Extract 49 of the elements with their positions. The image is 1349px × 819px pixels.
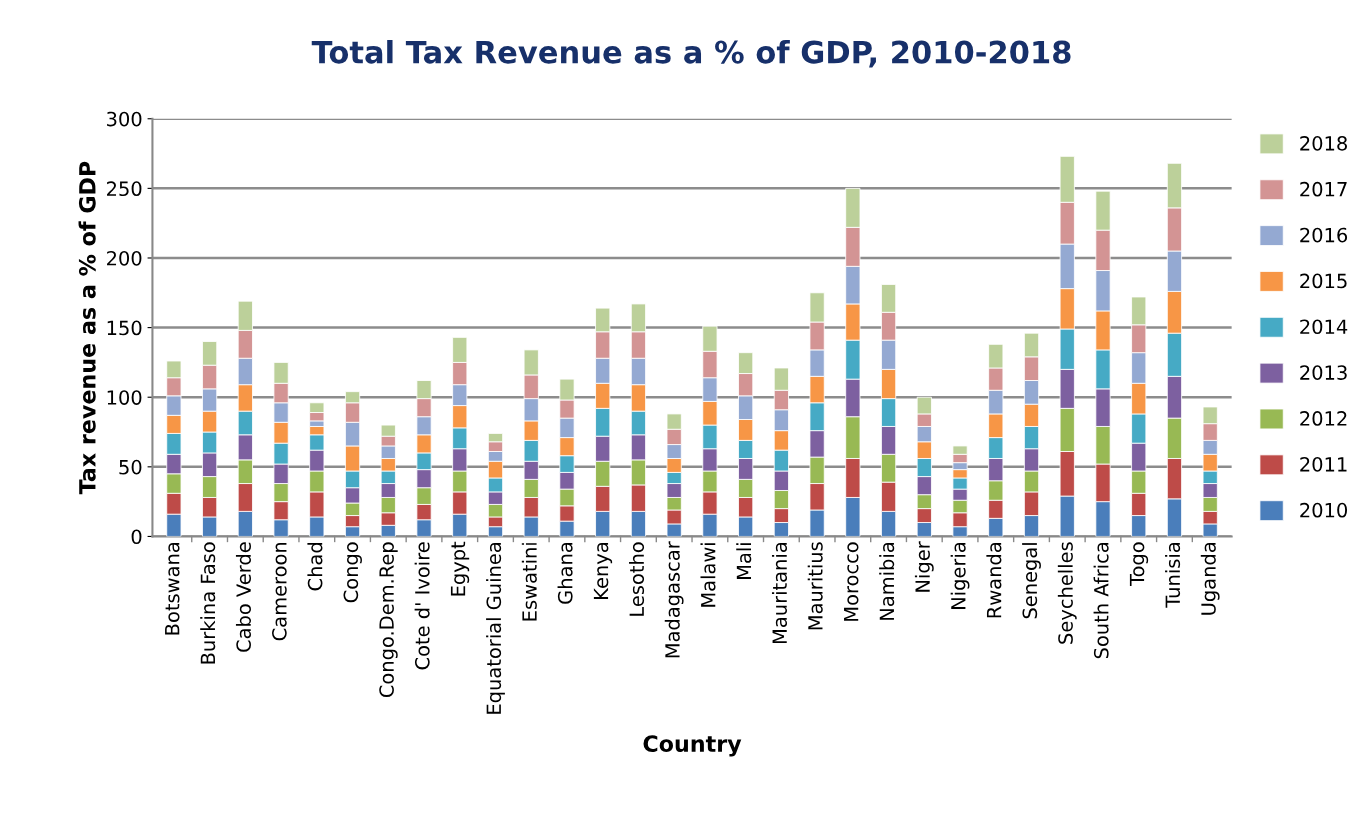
x-tick-label: Cabo Verde: [235, 542, 251, 652]
x-tick-label: Chad: [307, 543, 323, 591]
y-tick-label: 300: [107, 111, 142, 127]
x-tick-label: Tunisia: [1165, 543, 1181, 608]
legend-label: 2015: [1300, 273, 1347, 289]
y-tick-label: 250: [107, 181, 142, 197]
legend-label: 2012: [1300, 411, 1347, 426]
x-tick-label: Senegal: [1022, 543, 1041, 619]
legend-label: 2016: [1300, 227, 1348, 243]
x-axis-title: Country: [643, 735, 742, 757]
x-tick-label: Congo: [343, 542, 362, 603]
x-tick-label: Cameroon: [272, 542, 287, 641]
x-tick-label: Ghana: [557, 543, 573, 604]
x-tick-label: Seychelles: [1057, 542, 1077, 644]
legend-label: 2013: [1300, 365, 1347, 380]
x-tick-label: Mauritius: [807, 542, 823, 630]
x-tick-label: Eswatini: [521, 543, 537, 621]
y-tick-label: 150: [107, 320, 142, 336]
x-tick-label: Namibia: [879, 543, 895, 620]
x-tick-label: Egypt: [450, 541, 470, 596]
x-tick-label: Equatorial Guinea: [486, 543, 505, 714]
x-tick-label: Togo: [1129, 542, 1149, 587]
x-tick-label: Lesotho: [629, 542, 645, 616]
x-tick-label: Cote d' Ivoire: [414, 542, 430, 670]
legend-label: 2011: [1300, 456, 1347, 472]
y-tick-label: 200: [107, 250, 142, 266]
y-tick-label: 0: [131, 529, 142, 545]
x-tick-label: Kenya: [593, 543, 613, 599]
x-tick-label: Burkina Faso: [200, 542, 216, 664]
y-axis-title: Tax revenue as a % of GDP: [78, 161, 96, 495]
x-tick-label: Niger: [914, 541, 934, 592]
legend-label: 2017: [1300, 181, 1347, 197]
x-tick-label: South Africa: [1093, 543, 1109, 659]
x-tick-label: Madagascar: [664, 541, 684, 658]
x-tick-label: Congo.Dem.Rep: [379, 542, 398, 698]
chart-title: Total Tax Revenue as a % of GDP, 2010-2018: [311, 39, 1071, 68]
y-tick-label: 100: [107, 390, 142, 405]
x-tick-label: Rwanda: [986, 543, 1002, 618]
x-tick-label: Botswana: [165, 543, 180, 635]
x-tick-label: Nigeria: [950, 543, 970, 609]
y-tick-label: 50: [119, 459, 142, 475]
legend-label: 2014: [1300, 319, 1348, 335]
x-tick-label: Malawi: [700, 543, 716, 607]
legend-label: 2010: [1300, 502, 1348, 518]
x-tick-label: Uganda: [1200, 543, 1220, 615]
x-tick-label: Mauritania: [771, 543, 788, 643]
legend-label: 2018: [1300, 136, 1347, 151]
x-tick-label: Morocco: [844, 542, 859, 621]
x-tick-label: Mali: [736, 543, 752, 579]
